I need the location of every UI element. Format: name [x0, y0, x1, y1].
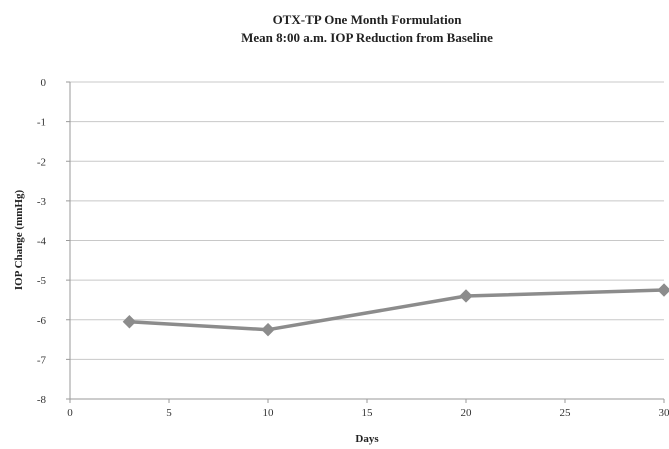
- y-axis-label: IOP Change (mmHg): [13, 190, 25, 291]
- axes: [66, 82, 664, 403]
- y-tick-label: -5: [37, 275, 47, 287]
- data-point-marker: [123, 316, 135, 328]
- data-point-marker: [262, 324, 274, 336]
- x-tick-label: 5: [166, 407, 172, 419]
- x-tick-label: 30: [659, 407, 669, 419]
- x-tick-label: 10: [263, 407, 275, 419]
- y-tick-label: -4: [37, 236, 47, 248]
- y-tick-label: -3: [37, 196, 47, 208]
- x-tick-label: 15: [362, 407, 374, 419]
- data-point-marker: [658, 284, 669, 296]
- y-tick-label: 0: [41, 77, 47, 89]
- x-tick-labels: 0 5 10 15 20 25 30: [67, 407, 669, 419]
- y-tick-label: -8: [37, 394, 47, 406]
- data-series: [123, 284, 669, 336]
- series-line: [129, 290, 664, 330]
- data-point-marker: [460, 290, 472, 302]
- x-tick-label: 25: [560, 407, 572, 419]
- y-tick-label: -7: [37, 354, 47, 366]
- x-axis-label: Days: [355, 433, 379, 445]
- y-tick-labels: 0 -1 -2 -3 -4 -5 -6 -7 -8: [37, 77, 47, 406]
- y-tick-label: -6: [37, 315, 47, 327]
- x-tick-label: 20: [461, 407, 473, 419]
- chart-subtitle: Mean 8:00 a.m. IOP Reduction from Baseli…: [241, 30, 493, 45]
- gridlines: [70, 82, 664, 399]
- y-tick-label: -2: [37, 156, 46, 168]
- x-tick-label: 0: [67, 407, 73, 419]
- chart-title: OTX-TP One Month Formulation: [273, 12, 463, 27]
- y-tick-label: -1: [37, 117, 46, 129]
